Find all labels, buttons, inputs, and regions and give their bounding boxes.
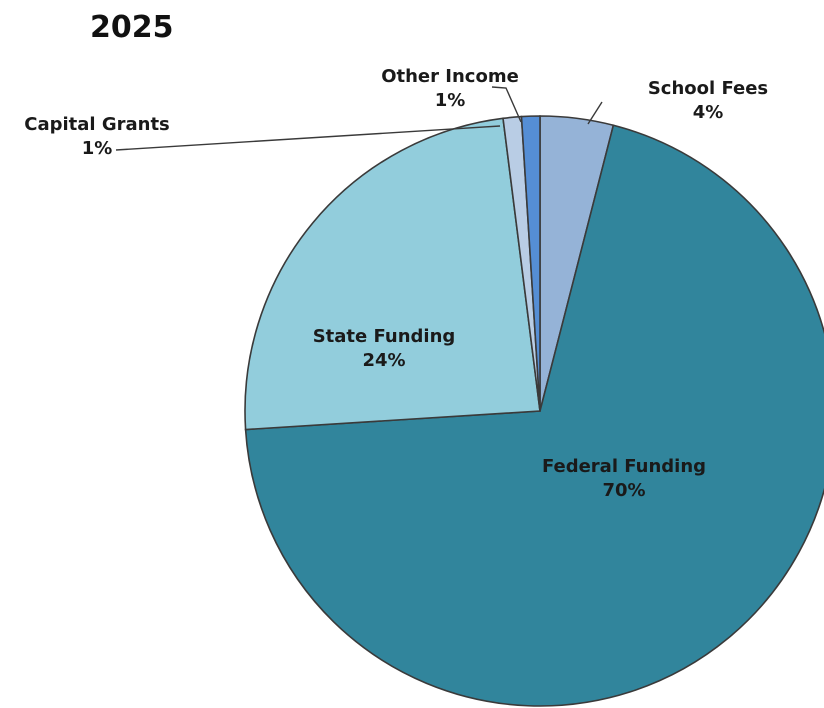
slice-other-income	[520, 115, 541, 412]
leader-line-school-fees	[587, 101, 603, 125]
slice-label-state-funding: State Funding	[313, 326, 456, 347]
slice-value-capital-grants: 1%	[82, 138, 113, 159]
pie-slices	[244, 115, 824, 707]
slice-labels: School Fees 4% Federal Funding 70% State Fun…	[24, 66, 768, 501]
slice-label-school-fees: School Fees	[648, 78, 768, 99]
leader-line-other-income	[491, 86, 522, 123]
slice-label-federal-funding: Federal Funding	[542, 456, 706, 477]
leader-lines	[115, 86, 603, 151]
slice-state-funding	[244, 117, 541, 431]
slice-value-federal-funding: 70%	[602, 480, 645, 501]
slice-value-state-funding: 24%	[362, 350, 405, 371]
slice-label-other-income: Other Income	[381, 66, 519, 87]
slice-value-school-fees: 4%	[693, 102, 724, 123]
leader-line-capital-grants	[115, 125, 501, 151]
slice-federal-funding	[244, 124, 824, 707]
slice-value-other-income: 1%	[435, 90, 466, 111]
chart-title: 2025	[90, 10, 174, 45]
slice-label-capital-grants: Capital Grants	[24, 114, 170, 135]
